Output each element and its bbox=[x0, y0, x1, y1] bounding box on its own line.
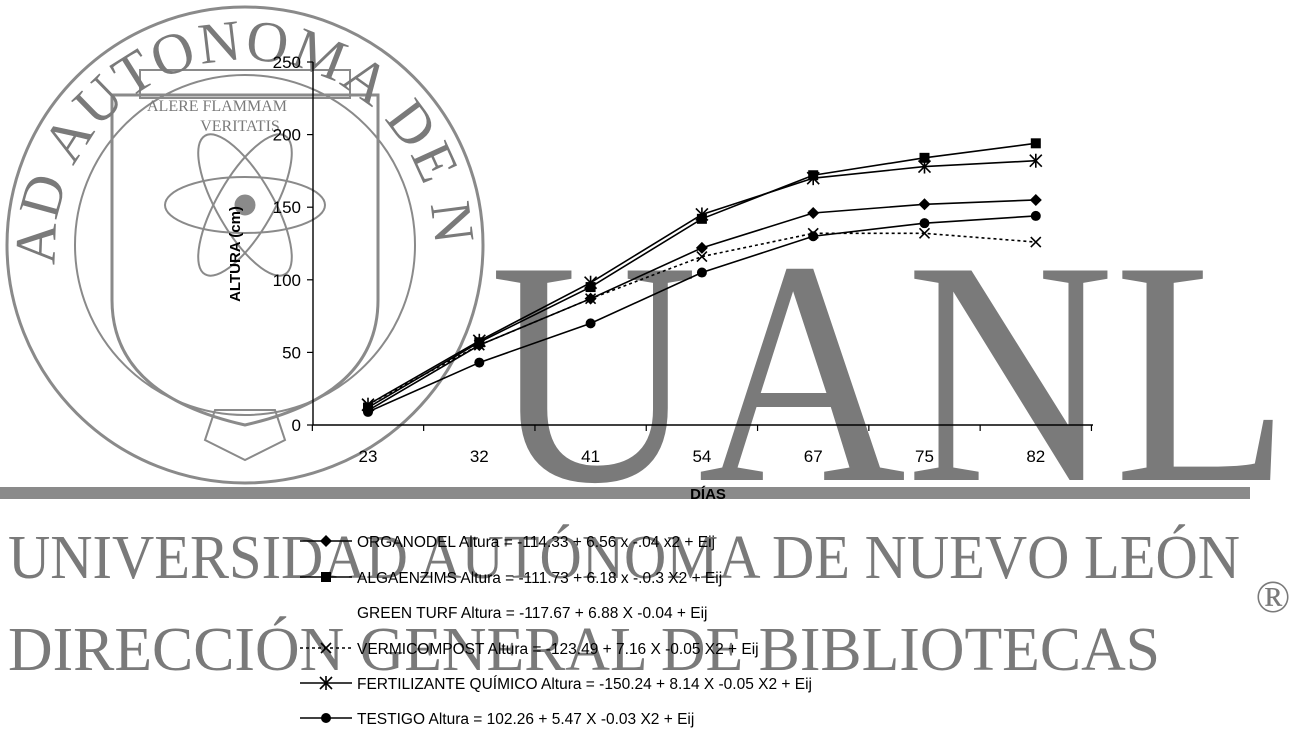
data-point bbox=[919, 152, 930, 163]
y-tick-label: 0 bbox=[292, 416, 301, 435]
data-point bbox=[695, 207, 709, 222]
y-tick-label: 100 bbox=[273, 271, 301, 290]
legend-entry: ALGAENZIMS Altura = -111.73 + 6.18 x -.0… bbox=[300, 570, 722, 587]
data-point bbox=[808, 231, 819, 242]
x-axis-label: DÍAS bbox=[690, 486, 726, 503]
data-point bbox=[1029, 193, 1042, 206]
data-point bbox=[919, 218, 930, 229]
legend-entry: GREEN TURF Altura = -117.67 + 6.88 X -0.… bbox=[357, 605, 708, 622]
legend-entry: VERMICOMPOST Altura = -123.49 + 7.16 X -… bbox=[300, 641, 759, 658]
data-point bbox=[584, 275, 598, 290]
x-tick-label: 67 bbox=[804, 447, 823, 466]
seal-motto-1: ALERE FLAMMAM bbox=[147, 98, 287, 115]
x-tick-label: 75 bbox=[915, 447, 934, 466]
data-point bbox=[695, 241, 708, 254]
series-5 bbox=[361, 153, 1043, 412]
x-tick-label: 82 bbox=[1026, 447, 1045, 466]
axes: 0 50 100 150 200 250 23 32 41 54 67 75 82 bbox=[273, 53, 1093, 466]
y-tick-label: 250 bbox=[273, 53, 301, 72]
legend-entry: ORGANODEL Altura = -114.33 + 6.56 x -.04… bbox=[300, 534, 715, 551]
legend-label: ALGAENZIMS Altura = -111.73 + 6.18 x -.0… bbox=[357, 570, 722, 587]
legend-swatch-marker bbox=[320, 535, 332, 547]
data-point bbox=[806, 171, 820, 186]
series-6 bbox=[363, 210, 1041, 417]
university-seal bbox=[5, 5, 485, 485]
data-point bbox=[1030, 138, 1041, 149]
legend-swatch-marker bbox=[319, 676, 333, 690]
series-layer bbox=[361, 138, 1043, 417]
legend-label: VERMICOMPOST Altura = -123.49 + 7.16 X -… bbox=[357, 641, 759, 658]
y-tick-label: 50 bbox=[282, 343, 301, 362]
registered-mark: ® bbox=[1256, 571, 1291, 622]
watermark-line2: DIRECCIÓN GENERAL DE BIBLIOTECAS bbox=[8, 616, 1160, 684]
data-point bbox=[696, 251, 708, 263]
data-point bbox=[917, 159, 932, 174]
x-tick-label: 54 bbox=[692, 447, 711, 466]
seal-motto-2: VERITATIS bbox=[200, 118, 280, 135]
data-point bbox=[585, 293, 597, 305]
data-point bbox=[918, 198, 931, 211]
x-tick-label: 41 bbox=[581, 447, 600, 466]
data-point bbox=[585, 318, 596, 329]
y-tick-label: 200 bbox=[273, 126, 301, 145]
y-tick-label: 150 bbox=[273, 198, 301, 217]
legend-label: TESTIGO Altura = 102.26 + 5.47 X -0.03 X… bbox=[357, 711, 694, 728]
legend-label: GREEN TURF Altura = -117.67 + 6.88 X -0.… bbox=[357, 605, 708, 622]
data-point bbox=[1030, 236, 1042, 248]
y-axis-label: ALTURA (cm) bbox=[227, 206, 244, 302]
legend-entry: FERTILIZANTE QUÍMICO Altura = -150.24 + … bbox=[300, 676, 812, 693]
watermark-line1: UNIVERSIDAD AUTÓNOMA DE NUEVO LEÓN bbox=[8, 524, 1240, 592]
legend-entry: TESTIGO Altura = 102.26 + 5.47 X -0.03 X… bbox=[300, 711, 694, 728]
data-point bbox=[696, 267, 707, 278]
data-point bbox=[918, 227, 931, 239]
legend-label: FERTILIZANTE QUÍMICO Altura = -150.24 + … bbox=[357, 676, 812, 693]
legend-swatch-marker bbox=[321, 713, 331, 723]
data-point bbox=[363, 406, 373, 417]
x-tick-label: 23 bbox=[359, 447, 378, 466]
watermark-rule bbox=[0, 487, 1250, 499]
data-point bbox=[472, 333, 486, 348]
data-point bbox=[807, 207, 820, 220]
legend-swatch-marker bbox=[320, 642, 332, 654]
data-point bbox=[1029, 153, 1043, 168]
legend-swatch-marker bbox=[321, 572, 331, 582]
data-point bbox=[474, 357, 485, 368]
data-point bbox=[1030, 210, 1041, 221]
legend-label: ORGANODEL Altura = -114.33 + 6.56 x -.04… bbox=[357, 534, 715, 551]
legend: ORGANODEL Altura = -114.33 + 6.56 x -.04… bbox=[300, 534, 812, 728]
x-tick-label: 32 bbox=[470, 447, 489, 466]
